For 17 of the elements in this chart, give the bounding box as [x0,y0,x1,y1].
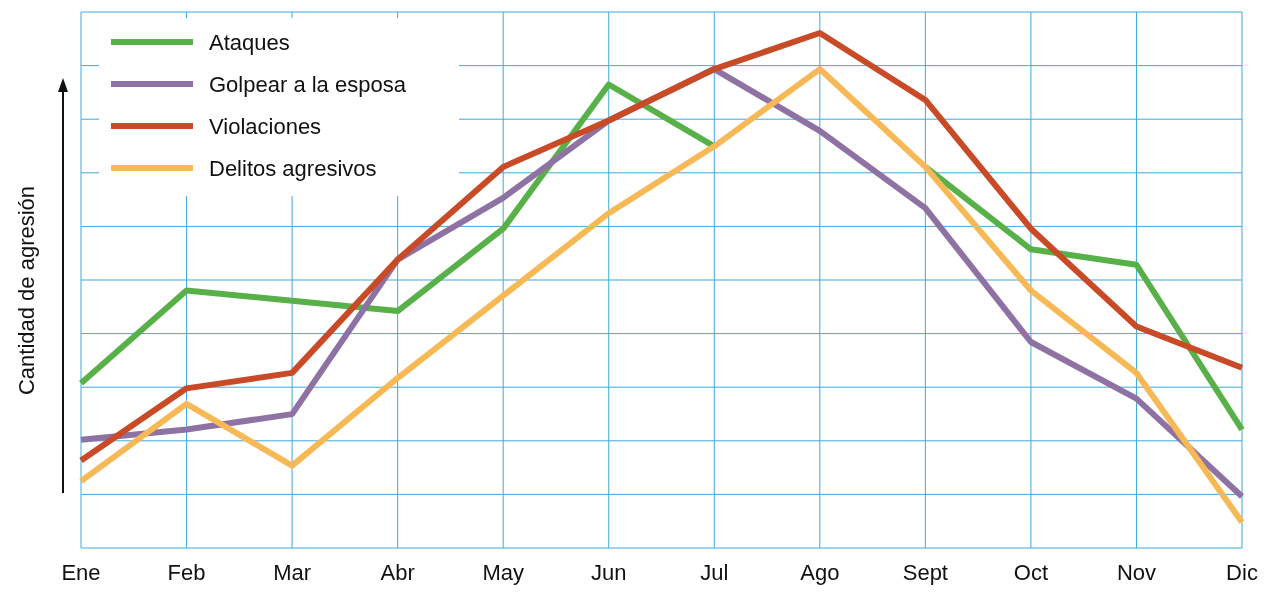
legend-label: Delitos agresivos [209,156,377,181]
legend-label: Golpear a la esposa [209,72,407,97]
x-tick-label: May [482,560,524,585]
y-axis-title: Cantidad de agresión [14,185,39,396]
x-tick-label: Mar [273,560,312,585]
x-tick-label: Nov [1116,560,1157,585]
x-tick-label: Ago [800,560,840,585]
x-tick-label: Ene [61,560,101,585]
x-tick-label: Sept [902,560,948,585]
x-tick-label: Oct [1013,560,1049,585]
x-tick-label: Dic [1226,560,1258,585]
x-tick-label: Jun [590,560,627,585]
x-tick-label: Jul [700,560,729,585]
x-tick-label: Feb [167,560,206,585]
legend-label: Violaciones [209,114,322,139]
x-tick-label: Abr [380,560,415,585]
legend-label: Ataques [209,30,290,55]
